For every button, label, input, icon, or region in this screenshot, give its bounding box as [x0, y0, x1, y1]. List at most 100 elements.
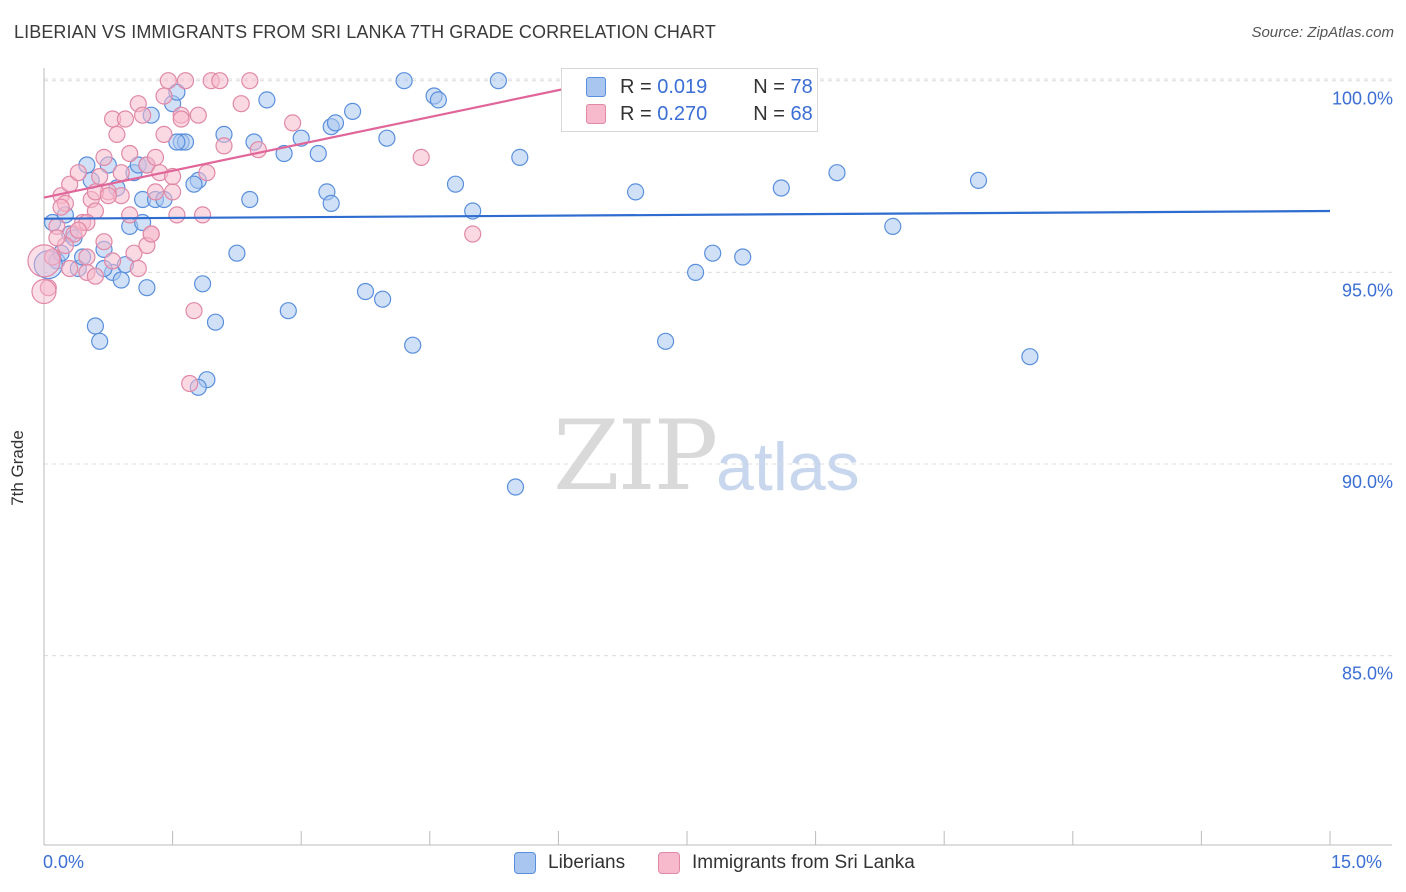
watermark-zip: ZIP — [553, 400, 718, 512]
liberian-point — [206, 313, 225, 331]
legend-row-liberians: R = 0.019 N = 78 — [562, 74, 813, 100]
sri-lanka-point — [172, 110, 190, 128]
bottom-legend-label: Liberians — [548, 852, 626, 873]
liberian-point — [228, 244, 246, 262]
sri-lanka-point — [211, 72, 229, 90]
liberian-point — [194, 275, 212, 293]
liberian-point — [506, 478, 525, 496]
liberian-point — [86, 317, 105, 335]
liberian-point — [258, 91, 276, 109]
sri-lanka-point — [69, 221, 87, 239]
liberian-point — [429, 91, 447, 109]
liberian-point — [241, 190, 259, 209]
sri-lanka-point — [181, 374, 199, 393]
y-axis-label: 7th Grade — [8, 430, 27, 506]
liberian-point — [772, 179, 790, 197]
liberian-point — [356, 282, 375, 301]
sri-lanka-point — [103, 252, 122, 270]
sri-lanka-point-large — [27, 244, 61, 278]
sri-lanka-point — [112, 164, 130, 182]
sri-lanka-point — [48, 229, 66, 247]
sri-lanka-point — [69, 164, 87, 182]
sri-lanka-point — [194, 206, 212, 224]
sri-lanka-point — [108, 125, 126, 143]
liberian-point — [168, 133, 186, 151]
sri-lanka-point — [134, 106, 152, 124]
liberian-point — [404, 336, 422, 354]
legend-r-value: 0.019 — [657, 75, 708, 98]
sri-lanka-point — [95, 233, 113, 251]
liberian-point — [969, 171, 988, 189]
liberian-point — [656, 332, 675, 350]
y-tick-label: 85.0% — [1342, 664, 1393, 684]
liberian-point — [112, 271, 130, 289]
y-tick-label: 100.0% — [1332, 89, 1393, 109]
liberians-trend-line — [43, 209, 1331, 220]
source-label: Source: ZipAtlas.com — [1251, 24, 1394, 41]
bottom-legend-label: Immigrants from Sri Lanka — [692, 852, 915, 873]
bottom-legend-sri-lanka: Immigrants from Sri Lanka — [658, 852, 915, 874]
liberian-point — [686, 263, 705, 281]
trend-lines — [43, 87, 1331, 220]
liberian-point — [91, 332, 109, 350]
sri-lanka-point — [215, 137, 233, 155]
legend-r-label: R = — [620, 102, 652, 125]
liberian-point — [326, 114, 345, 132]
sri-lanka-point — [61, 259, 79, 278]
bottom-legend-swatch-blue — [514, 852, 536, 874]
bottom-legend: Liberians Immigrants from Sri Lanka — [0, 852, 1406, 876]
y-tick-label: 95.0% — [1342, 280, 1393, 300]
x-tick-max: 15.0% — [1331, 852, 1383, 872]
sri-lanka-point — [185, 302, 203, 320]
sri-lanka-point — [78, 248, 96, 266]
watermark-atlas: atlas — [716, 429, 860, 505]
legend-r-label: R = — [620, 75, 652, 98]
sri-lanka-point — [155, 125, 173, 143]
sri-lanka-point — [241, 72, 259, 90]
sri-lanka-point — [121, 206, 139, 224]
liberian-point — [626, 183, 645, 201]
y-tick-label: 90.0% — [1342, 472, 1393, 492]
x-tick-min: 0.0% — [43, 852, 85, 872]
liberian-point — [395, 72, 413, 90]
liberian-point — [138, 279, 156, 297]
axes — [43, 68, 1392, 846]
liberian-point — [511, 148, 529, 166]
sri-lanka-point — [249, 141, 267, 159]
sri-lanka-point — [198, 164, 216, 182]
sri-lanka-point-large — [31, 278, 57, 305]
sri-lanka-point — [464, 225, 482, 243]
liberian-point — [704, 244, 722, 262]
legend-row-sri-lanka: R = 0.270 N = 68 — [562, 101, 813, 127]
sri-lanka-point — [99, 187, 117, 205]
liberian-point — [374, 290, 392, 308]
sri-lanka-point — [164, 183, 182, 201]
sri-lanka-point — [116, 110, 135, 128]
sri-lanka-point — [43, 248, 62, 266]
bottom-legend-liberians: Liberians — [514, 852, 625, 874]
sri-lanka-point — [52, 198, 70, 216]
chart-title: LIBERIAN VS IMMIGRANTS FROM SRI LANKA 7T… — [14, 22, 716, 42]
legend-n-label: N = — [753, 75, 785, 98]
grid-lines — [44, 78, 1392, 657]
correlation-legend: R = 0.019 N = 78 R = 0.270 N = 68 — [561, 68, 818, 132]
sri-lanka-point — [189, 106, 207, 124]
legend-r-value: 0.270 — [657, 102, 708, 125]
sri-lanka-point — [146, 183, 165, 201]
bottom-legend-swatch-pink — [658, 852, 680, 874]
liberian-point — [884, 217, 902, 235]
liberian-point — [489, 72, 507, 90]
sri-lanka-point — [142, 225, 160, 243]
sri-lanka-point — [86, 267, 105, 285]
liberian-point — [828, 164, 846, 182]
sri-lanka-point — [168, 206, 186, 224]
liberian-point — [464, 202, 482, 220]
sri-lanka-point — [95, 148, 113, 166]
liberian-point — [275, 144, 293, 163]
liberian-point — [378, 129, 396, 147]
sri-lanka-point — [121, 144, 139, 163]
sri-lanka-point — [284, 114, 302, 132]
y-tick-labels: 85.0% 90.0% 95.0% 100.0% — [1332, 89, 1393, 684]
sri-lanka-point — [155, 87, 173, 105]
